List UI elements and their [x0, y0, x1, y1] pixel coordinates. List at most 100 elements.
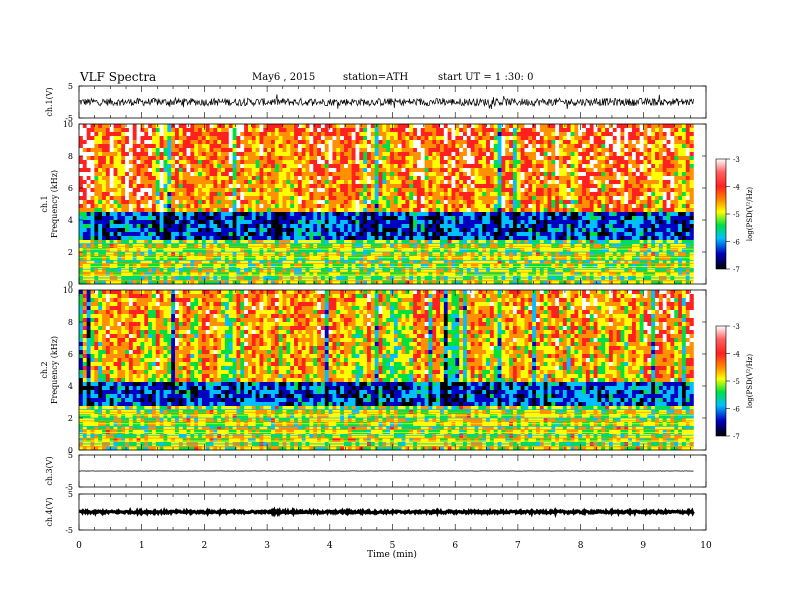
spectrogram-cell — [247, 236, 253, 241]
spectrogram-cell — [274, 252, 279, 257]
spectrogram-cell — [405, 196, 410, 201]
spectrogram-cell — [520, 260, 525, 265]
spectrogram-cell — [332, 220, 337, 225]
spectrogram-cell — [144, 200, 149, 205]
spectrogram-cell — [209, 148, 214, 153]
spectrogram-cell — [201, 224, 207, 229]
spectrogram-cell — [98, 152, 103, 157]
spectrogram-cell — [151, 216, 157, 221]
spectrogram-cell — [551, 196, 556, 201]
spectrogram-cell — [190, 156, 195, 161]
spectrogram-cell — [474, 180, 479, 185]
spectrogram-cell — [267, 164, 272, 169]
spectrogram-cell — [240, 168, 245, 173]
spectrogram-cell — [151, 208, 157, 213]
spectrogram-cell — [159, 200, 164, 205]
spectrogram-cell — [136, 156, 141, 161]
spectrogram-cell — [397, 236, 402, 241]
spectrogram-cell — [332, 224, 337, 229]
spectrogram-cell — [144, 204, 149, 209]
spectrogram-cell — [144, 236, 149, 241]
spectrogram-cell — [267, 124, 272, 129]
spectrogram-cell — [136, 192, 141, 197]
spectrogram-cell — [294, 236, 299, 241]
spectrogram-cell — [347, 188, 352, 193]
spectrogram-cell — [482, 260, 487, 265]
spectrogram-cell — [201, 180, 207, 185]
spectrogram-cell — [355, 140, 360, 145]
spectrogram-cell — [125, 232, 130, 237]
spectrogram-cell — [105, 228, 111, 233]
spectrogram-cell — [144, 232, 149, 237]
spectrogram-cell — [144, 216, 149, 221]
spectrogram-cell — [148, 228, 153, 233]
spectrogram-cell — [543, 208, 548, 213]
spectrogram-cell — [524, 224, 529, 229]
spectrogram-cell — [213, 216, 218, 221]
spectrogram-cell — [466, 176, 472, 181]
spectrogram-cell — [313, 168, 318, 173]
spectrogram-cell — [305, 180, 310, 185]
spectrogram-cell — [205, 224, 210, 229]
spectrogram-cell — [486, 216, 491, 221]
spectrogram-cell — [328, 148, 333, 153]
spectrogram-cell — [244, 164, 249, 169]
spectrogram-cell — [251, 176, 256, 181]
spectrogram-cell — [393, 224, 399, 229]
spectrogram-cell — [359, 272, 364, 277]
spectrogram-cell — [393, 180, 399, 185]
spectrogram-cell — [466, 224, 472, 229]
spectrogram-cell — [320, 208, 326, 213]
spectrogram-cell — [459, 136, 464, 141]
spectrogram-cell — [247, 136, 253, 141]
spectrogram-cell — [224, 248, 230, 253]
spectrogram-cell — [167, 140, 172, 145]
spectrogram-cell — [240, 268, 245, 273]
spectrogram-cell — [367, 260, 372, 265]
spectrogram-cell — [320, 268, 326, 273]
spectrogram-cell — [428, 172, 433, 177]
spectrogram-cell — [536, 260, 541, 265]
spectrogram-cell — [224, 224, 230, 229]
spectrogram-cell — [301, 228, 306, 233]
spectrogram-cell — [443, 272, 448, 277]
spectrogram-cell — [244, 216, 249, 221]
spectrogram-cell — [186, 172, 191, 177]
spectrogram-cell — [244, 200, 249, 205]
spectrogram-cell — [286, 268, 291, 273]
spectrogram-cell — [167, 212, 172, 217]
spectrogram-cell — [443, 160, 448, 165]
spectrogram-cell — [117, 152, 122, 157]
spectrogram-cell — [501, 232, 506, 237]
spectrogram-cell — [178, 184, 183, 189]
spectrogram-cell — [117, 124, 122, 129]
spectrogram-cell — [497, 172, 502, 177]
spectrogram-cell — [198, 260, 203, 265]
spectrogram-cell — [221, 184, 226, 189]
spectrogram-cell — [136, 172, 141, 177]
spectrogram-cell — [409, 132, 414, 137]
spectrogram-cell — [463, 188, 468, 193]
spectrogram-cell — [128, 172, 134, 177]
spectrogram-cell — [359, 144, 364, 149]
spectrogram-cell — [447, 228, 452, 233]
spectrogram-cell — [509, 228, 514, 233]
spectrogram-cell — [105, 148, 111, 153]
spectrogram-cell — [551, 192, 556, 197]
spectrogram-cell — [512, 272, 518, 277]
spectrogram-cell — [79, 208, 84, 213]
spectrogram-cell — [305, 168, 310, 173]
spectrogram-cell — [413, 188, 418, 193]
spectrogram-cell — [409, 160, 414, 165]
spectrogram-cell — [470, 132, 475, 137]
spectrogram-cell — [278, 272, 283, 277]
spectrogram-cell — [455, 204, 460, 209]
spectrogram-cell — [301, 176, 306, 181]
spectrogram-cell — [301, 152, 306, 157]
spectrogram-cell — [263, 188, 268, 193]
spectrogram-cell — [82, 196, 87, 201]
spectrogram-cell — [324, 132, 329, 137]
spectrogram-cell — [520, 248, 525, 253]
spectrogram-cell — [228, 252, 233, 257]
spectrogram-cell — [90, 184, 95, 189]
